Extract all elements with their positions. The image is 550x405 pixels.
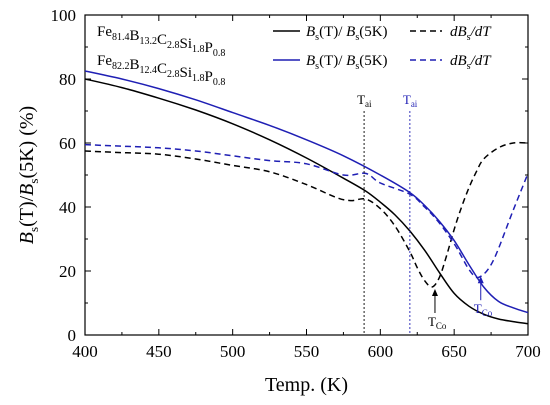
- legend-dashed-label-1: dBs/dT: [450, 24, 492, 43]
- legend-solid-label-1: Bs(T)/ Bs(5K): [306, 24, 388, 43]
- legend-alloy-name-1: Fe81.4B13.2C2.8Si1.8P0.8: [97, 24, 225, 59]
- tco-label-2: TCo: [474, 301, 493, 318]
- x-tick-label: 400: [72, 342, 98, 361]
- x-axis-label: Temp. (K): [265, 374, 348, 396]
- y-tick-label: 0: [68, 326, 77, 345]
- series-line-alloy2-solid: [84, 70, 529, 314]
- annotation-layer: Tai Tai TCo TCo: [357, 92, 493, 335]
- tco-arrowhead-2: [477, 276, 484, 284]
- tai-label-2: Tai: [403, 92, 418, 109]
- legend-dashed-label-2: dBs/dT: [450, 53, 492, 72]
- tco-arrowhead-1: [431, 289, 438, 296]
- x-tick-label: 600: [368, 342, 394, 361]
- legend: Fe81.4B13.2C2.8Si1.8P0.8 Bs(T)/ Bs(5K) dBs…: [97, 24, 492, 88]
- y-tick-label: 40: [59, 198, 76, 217]
- legend-solid-label-2: Bs(T)/ Bs(5K): [306, 53, 388, 72]
- y-tick-label: 80: [59, 70, 76, 89]
- x-tick-label: 550: [294, 342, 320, 361]
- series-line-alloy1-solid: [84, 78, 529, 325]
- series-layer: [84, 70, 529, 325]
- y-tick-label: 60: [59, 134, 76, 153]
- x-tick-label: 450: [146, 342, 172, 361]
- series-line-alloy2-dashed: [84, 143, 529, 279]
- legend-alloy-name-2: Fe82.2B12.4C2.8Si1.8P0.8: [97, 53, 225, 88]
- y-tick-label: 100: [51, 6, 77, 25]
- x-tick-label: 700: [515, 342, 541, 361]
- series-line-alloy1-dashed: [84, 141, 529, 288]
- y-tick-label: 20: [59, 262, 76, 281]
- tco-label-1: TCo: [428, 314, 447, 331]
- tai-label-1: Tai: [357, 92, 372, 109]
- x-tick-label: 500: [220, 342, 246, 361]
- y-axis-label: Bs(T)/Bs(5K) (%): [16, 106, 41, 244]
- axis-ticks: 400 450 500 550 600 650 700 0 20 40 60 80 100: [51, 6, 541, 361]
- axis-labels: Temp. (K) Bs(T)/Bs(5K) (%): [16, 106, 348, 396]
- x-tick-label: 650: [441, 342, 467, 361]
